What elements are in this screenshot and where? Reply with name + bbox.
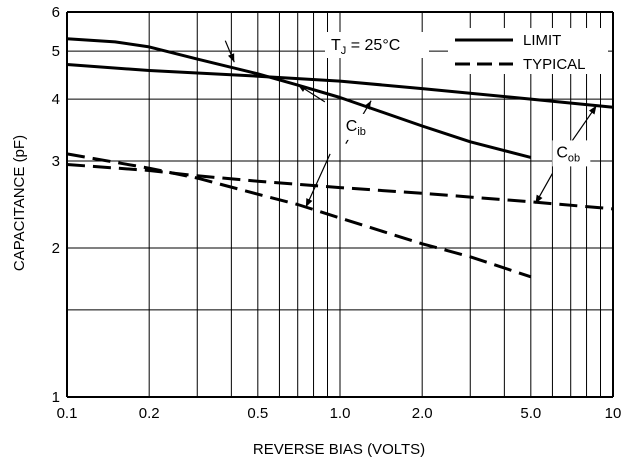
x-axis-label: REVERSE BIAS (VOLTS) — [253, 441, 425, 458]
cib-label-text: Cib — [346, 118, 366, 138]
series-line-cob-dashed — [66, 163, 614, 211]
cib-label-main: C — [346, 118, 358, 135]
annotation-arrow-head — [305, 198, 313, 208]
x-tick-label: 10 — [605, 405, 622, 422]
temperature-annotation-text: TJ = 25°C — [331, 37, 400, 57]
legend-limit-label: LIMIT — [523, 32, 561, 49]
temperature-symbol: T — [331, 37, 341, 54]
annotation-arrow-head — [363, 100, 372, 110]
x-tick-label: 1.0 — [330, 405, 351, 422]
cib-label-background — [341, 113, 380, 140]
x-tick-label: 0.5 — [247, 405, 268, 422]
series-line-cib-solid — [66, 37, 532, 159]
cob-label-main: C — [556, 144, 568, 161]
series-line-cib-dashed — [66, 152, 532, 279]
y-tick-label: 5 — [52, 43, 60, 60]
temperature-annotation-background — [325, 32, 429, 58]
y-tick-label: 1 — [52, 389, 60, 406]
legend-typical-label: TYPICAL — [523, 56, 586, 73]
annotation-arrow-head — [588, 105, 597, 115]
cob-label-background — [552, 140, 591, 167]
legend-background — [448, 28, 608, 74]
temperature-annotation: TJ = 25°C — [325, 32, 429, 58]
y-axis-label: CAPACITANCE (pF) — [11, 135, 28, 271]
cib-label: Cib — [341, 113, 380, 140]
annotation-arrow-head — [535, 194, 543, 204]
temperature-value: = 25°C — [346, 37, 400, 54]
series-lines — [66, 37, 614, 279]
annotation-arrows — [224, 40, 597, 208]
legend: LIMIT TYPICAL — [448, 28, 608, 74]
cib-label-sub: ib — [357, 126, 366, 138]
annotation-arrow-head — [227, 53, 235, 63]
cob-label-text: Cob — [556, 144, 580, 164]
annotation-arrow-head — [297, 84, 307, 92]
cob-label-sub: ob — [568, 152, 580, 164]
x-tick-label: 2.0 — [412, 405, 433, 422]
y-tick-label: 4 — [52, 91, 60, 108]
x-tick-label: 0.1 — [57, 405, 78, 422]
y-tick-label: 6 — [52, 4, 60, 21]
annotation-arrow-line — [305, 153, 331, 208]
cob-label: Cob — [552, 140, 591, 167]
x-tick-label: 5.0 — [520, 405, 541, 422]
temperature-subscript: J — [341, 45, 347, 57]
series-line-cob-solid — [66, 63, 614, 109]
tick-labels: 0.1 0.2 0.5 1.0 2.0 5.0 10 1 2 3 4 5 6 — [52, 4, 622, 422]
x-tick-label: 0.2 — [139, 405, 160, 422]
y-tick-label: 3 — [52, 153, 60, 170]
y-tick-label: 2 — [52, 240, 60, 257]
